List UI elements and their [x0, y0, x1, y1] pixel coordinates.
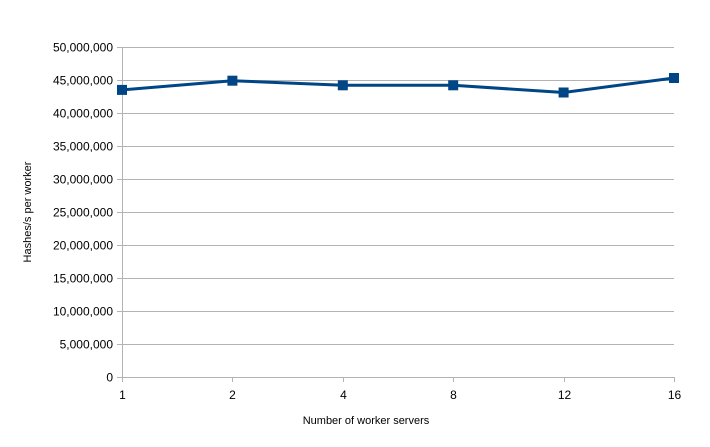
y-tick-label: 45,000,000 — [53, 74, 113, 88]
data-point-marker — [669, 73, 679, 83]
y-tick-label: 40,000,000 — [53, 107, 113, 121]
series-layer — [117, 73, 679, 98]
y-tick-label: 30,000,000 — [53, 173, 113, 187]
x-tick-label: 4 — [340, 388, 347, 402]
y-axis-title: Hashes/s per worker — [22, 161, 34, 262]
series-line — [121, 76, 675, 94]
x-tick-label: 8 — [450, 388, 457, 402]
y-axis-ticks: 0 5,000,000 10,000,000 15,000,000 20,000,000… — [53, 41, 122, 385]
y-tick-label: 10,000,000 — [53, 305, 113, 319]
y-tick-label: 25,000,000 — [53, 206, 113, 220]
y-tick-label: 20,000,000 — [53, 239, 113, 253]
y-tick-label: 35,000,000 — [53, 140, 113, 154]
y-tick-label: 5,000,000 — [60, 338, 114, 352]
x-tick-label: 1 — [119, 388, 126, 402]
data-point-marker — [337, 80, 348, 91]
x-axis-title: Number of worker servers — [303, 415, 430, 427]
data-point-marker — [448, 80, 459, 91]
gridlines — [122, 47, 674, 382]
data-point-marker — [227, 75, 238, 86]
data-point-marker — [558, 87, 569, 98]
x-axis-ticks: 1 2 4 8 12 16 — [119, 377, 681, 402]
y-tick-label: 15,000,000 — [53, 272, 113, 286]
x-tick-label: 12 — [558, 388, 572, 402]
x-tick-label: 2 — [229, 388, 236, 402]
data-point-marker — [117, 84, 127, 95]
y-tick-label: 0 — [106, 371, 113, 385]
x-tick-label: 16 — [668, 388, 682, 402]
y-tick-label: 50,000,000 — [53, 41, 113, 55]
